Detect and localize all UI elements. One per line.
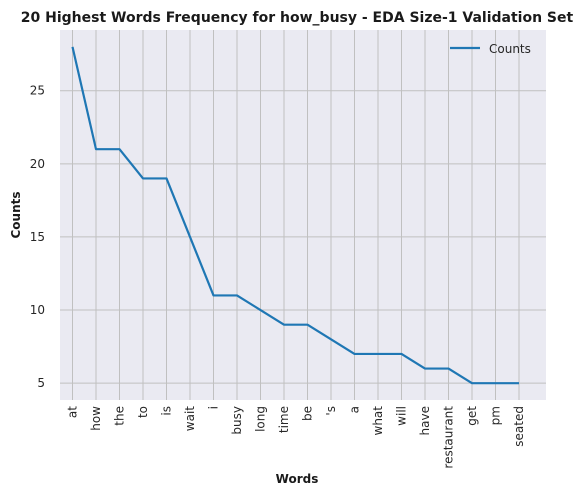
x-tick-label: the [113, 406, 127, 426]
x-tick-label: to [136, 406, 150, 418]
x-tick-label: seated [512, 406, 526, 447]
plot-background [60, 30, 546, 400]
x-tick-label: will [395, 406, 409, 426]
x-tick-label: wait [183, 406, 197, 432]
x-tick-label: a [348, 406, 362, 413]
x-tick-label: get [465, 406, 479, 426]
y-tick-label: 10 [30, 303, 45, 317]
x-tick-label: time [277, 406, 291, 433]
series-line-counts [71, 46, 519, 385]
x-tick-label: restaurant [442, 406, 456, 469]
x-tick-label: be [301, 406, 315, 421]
legend-label: Counts [489, 42, 531, 56]
y-tick-label: 15 [30, 230, 45, 244]
x-tick-label: long [254, 406, 268, 432]
x-tick-label: pm [489, 406, 503, 425]
x-tick-label: i [207, 406, 221, 409]
x-tick-labels: at how the to is wait i busy long time be 's a what wi… [66, 406, 527, 469]
x-tick-label: at [66, 406, 80, 418]
y-tick-label: 5 [37, 376, 45, 390]
x-axis-label: Words [276, 472, 319, 486]
y-tick-label: 20 [30, 157, 45, 171]
y-tick-labels: 5 10 15 20 25 [30, 84, 45, 390]
y-tick-label: 25 [30, 84, 45, 98]
x-tick-label: what [371, 406, 385, 436]
x-tick-label: is [160, 406, 174, 416]
grid [60, 30, 546, 400]
y-axis-label: Counts [9, 191, 23, 238]
chart-title: 20 Highest Words Frequency for how_busy … [21, 10, 574, 26]
x-tick-label: how [89, 406, 103, 431]
x-tick-label: busy [230, 406, 244, 435]
x-tick-label: have [418, 406, 432, 435]
legend: Counts [450, 42, 531, 56]
x-tick-label: 's [324, 406, 338, 416]
